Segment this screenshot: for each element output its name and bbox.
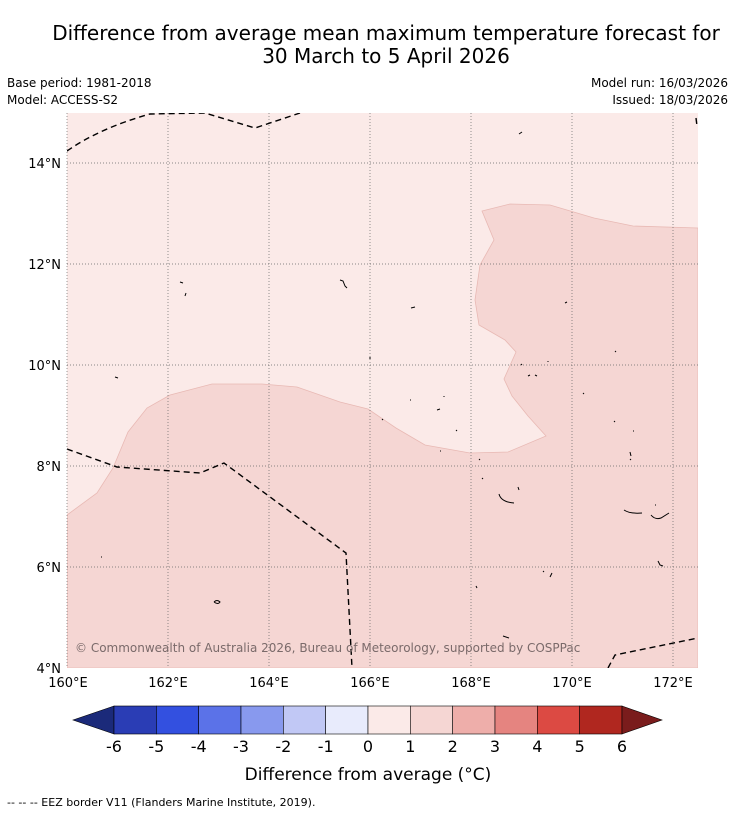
lon-label: 164°E [249, 676, 289, 691]
colorbar-cell [156, 705, 199, 735]
colorbar-cell [579, 705, 623, 735]
title-line-2: 30 March to 5 April 2026 [262, 44, 510, 68]
islands [101, 131, 670, 639]
colorbar-cell [113, 705, 157, 735]
colorbar-under-arrow [72, 705, 115, 735]
lon-label: 170°E [552, 676, 592, 691]
longitude-labels: 160°E 162°E 164°E 166°E 168°E 170°E 172°… [48, 676, 693, 691]
colorbar-cells [113, 705, 623, 735]
meta-left: Base period: 1981-2018 Model: ACCESS-S2 [7, 75, 152, 109]
map-title: Difference from average mean maximum tem… [0, 22, 736, 68]
colorbar-cell [452, 705, 496, 735]
copyright-notice: © Commonwealth of Australia 2026, Bureau… [75, 641, 580, 655]
map-area-band-1-2 [67, 203, 698, 668]
colorbar-tick: 5 [575, 737, 585, 756]
colorbar-cell [240, 705, 284, 735]
colorbar-tick: 3 [490, 737, 500, 756]
colorbar-cell [367, 705, 411, 735]
colorbar-tick: -5 [148, 737, 164, 756]
title-line-1: Difference from average mean maximum tem… [52, 21, 720, 45]
model-run: Model run: 16/03/2026 [590, 76, 728, 90]
colorbar: -6 -5 -4 -3 -2 -1 0 1 2 3 4 5 6 Difference from aver… [72, 705, 663, 785]
eez-borders [67, 113, 698, 668]
lon-label: 162°E [148, 676, 188, 691]
meta-right: Model run: 16/03/2026 Issued: 18/03/2026 [591, 75, 728, 109]
lat-label: 4°N [37, 662, 62, 677]
colorbar-cell [325, 705, 369, 735]
colorbar-cell [198, 705, 242, 735]
lat-label: 8°N [37, 460, 62, 475]
lat-label: 14°N [28, 157, 61, 172]
lon-label: 168°E [451, 676, 491, 691]
colorbar-tick: -3 [233, 737, 249, 756]
colorbar-tick: -1 [318, 737, 334, 756]
gridlines [67, 113, 698, 668]
latitude-labels: 14°N 12°N 10°N 8°N 6°N 4°N [28, 157, 61, 677]
colorbar-tick: 6 [617, 737, 627, 756]
eez-footnote: -- -- -- EEZ border V11 (Flanders Marine… [7, 796, 316, 809]
base-period: Base period: 1981-2018 [7, 76, 152, 90]
colorbar-tick: 4 [532, 737, 542, 756]
colorbar-over-arrow [621, 705, 663, 735]
colorbar-tick: -2 [275, 737, 291, 756]
lat-label: 6°N [37, 561, 62, 576]
colorbar-ticks: -6 -5 -4 -3 -2 -1 0 1 2 3 4 5 6 [106, 737, 627, 756]
lon-label: 172°E [653, 676, 693, 691]
colorbar-cell [283, 705, 326, 735]
lat-label: 10°N [28, 359, 61, 374]
colorbar-tick: 1 [405, 737, 415, 756]
colorbar-tick: 2 [448, 737, 458, 756]
colorbar-cell [494, 705, 538, 735]
colorbar-label: Difference from average (°C) [245, 765, 492, 785]
colorbar-tick: 0 [363, 737, 373, 756]
colorbar-cell [537, 705, 580, 735]
colorbar-tick: -4 [191, 737, 207, 756]
lon-label: 166°E [350, 676, 390, 691]
issued-date: Issued: 18/03/2026 [612, 93, 728, 107]
model-name: Model: ACCESS-S2 [7, 93, 119, 107]
lon-label: 160°E [48, 676, 88, 691]
colorbar-tick: -6 [106, 737, 122, 756]
colorbar-cell [410, 705, 453, 735]
lat-label: 12°N [28, 258, 61, 273]
